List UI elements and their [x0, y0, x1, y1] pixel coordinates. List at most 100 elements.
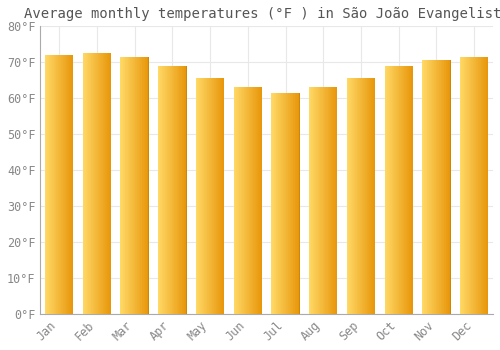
- Bar: [166, 66, 168, 314]
- Bar: [168, 66, 169, 314]
- Bar: [477, 57, 478, 314]
- Bar: [479, 57, 480, 314]
- Bar: [50, 55, 51, 314]
- Bar: [200, 78, 201, 314]
- Bar: [220, 78, 222, 314]
- Bar: [173, 66, 174, 314]
- Bar: [407, 66, 408, 314]
- Bar: [212, 78, 213, 314]
- Bar: [237, 88, 238, 314]
- Bar: [470, 57, 472, 314]
- Bar: [280, 93, 281, 314]
- Bar: [120, 57, 121, 314]
- Bar: [485, 57, 486, 314]
- Bar: [210, 78, 211, 314]
- Bar: [391, 66, 392, 314]
- Bar: [349, 78, 350, 314]
- Bar: [90, 53, 91, 314]
- Bar: [184, 66, 185, 314]
- Bar: [388, 66, 389, 314]
- Bar: [70, 55, 71, 314]
- Bar: [425, 61, 426, 314]
- Bar: [94, 53, 95, 314]
- Bar: [334, 88, 336, 314]
- Bar: [243, 88, 244, 314]
- Bar: [352, 78, 353, 314]
- Bar: [272, 93, 273, 314]
- Bar: [253, 88, 254, 314]
- Bar: [202, 78, 203, 314]
- Bar: [423, 61, 424, 314]
- Bar: [88, 53, 89, 314]
- Bar: [472, 57, 473, 314]
- Bar: [435, 61, 436, 314]
- Bar: [106, 53, 107, 314]
- Bar: [255, 88, 256, 314]
- Bar: [351, 78, 352, 314]
- Bar: [257, 88, 258, 314]
- Bar: [438, 61, 440, 314]
- Bar: [218, 78, 220, 314]
- Bar: [464, 57, 465, 314]
- Bar: [291, 93, 292, 314]
- Bar: [137, 57, 138, 314]
- Bar: [322, 88, 324, 314]
- Bar: [254, 88, 255, 314]
- Bar: [71, 55, 72, 314]
- Bar: [139, 57, 140, 314]
- Bar: [486, 57, 487, 314]
- Bar: [371, 78, 372, 314]
- Bar: [462, 57, 463, 314]
- Bar: [292, 93, 294, 314]
- Bar: [445, 61, 446, 314]
- Bar: [277, 93, 278, 314]
- Bar: [468, 57, 469, 314]
- Bar: [124, 57, 126, 314]
- Bar: [408, 66, 410, 314]
- Bar: [84, 53, 85, 314]
- Bar: [424, 61, 425, 314]
- Bar: [364, 78, 365, 314]
- Bar: [446, 61, 447, 314]
- Bar: [126, 57, 127, 314]
- Bar: [442, 61, 443, 314]
- Bar: [401, 66, 402, 314]
- Bar: [136, 57, 137, 314]
- Bar: [98, 53, 99, 314]
- Bar: [69, 55, 70, 314]
- Bar: [311, 88, 312, 314]
- Bar: [250, 88, 252, 314]
- Bar: [333, 88, 334, 314]
- Bar: [315, 88, 316, 314]
- Bar: [134, 57, 136, 314]
- Bar: [460, 57, 462, 314]
- Bar: [318, 88, 319, 314]
- Bar: [365, 78, 366, 314]
- Bar: [214, 78, 215, 314]
- Bar: [176, 66, 178, 314]
- Bar: [317, 88, 318, 314]
- Bar: [487, 57, 488, 314]
- Bar: [354, 78, 356, 314]
- Bar: [393, 66, 394, 314]
- Bar: [128, 57, 129, 314]
- Bar: [130, 57, 131, 314]
- Bar: [216, 78, 217, 314]
- Bar: [372, 78, 373, 314]
- Bar: [259, 88, 260, 314]
- Bar: [428, 61, 430, 314]
- Bar: [132, 57, 133, 314]
- Bar: [102, 53, 104, 314]
- Bar: [289, 93, 290, 314]
- Bar: [287, 93, 288, 314]
- Bar: [296, 93, 297, 314]
- Bar: [432, 61, 433, 314]
- Bar: [205, 78, 206, 314]
- Bar: [331, 88, 332, 314]
- Bar: [170, 66, 171, 314]
- Bar: [324, 88, 326, 314]
- Bar: [449, 61, 450, 314]
- Bar: [68, 55, 69, 314]
- Bar: [363, 78, 364, 314]
- Bar: [169, 66, 170, 314]
